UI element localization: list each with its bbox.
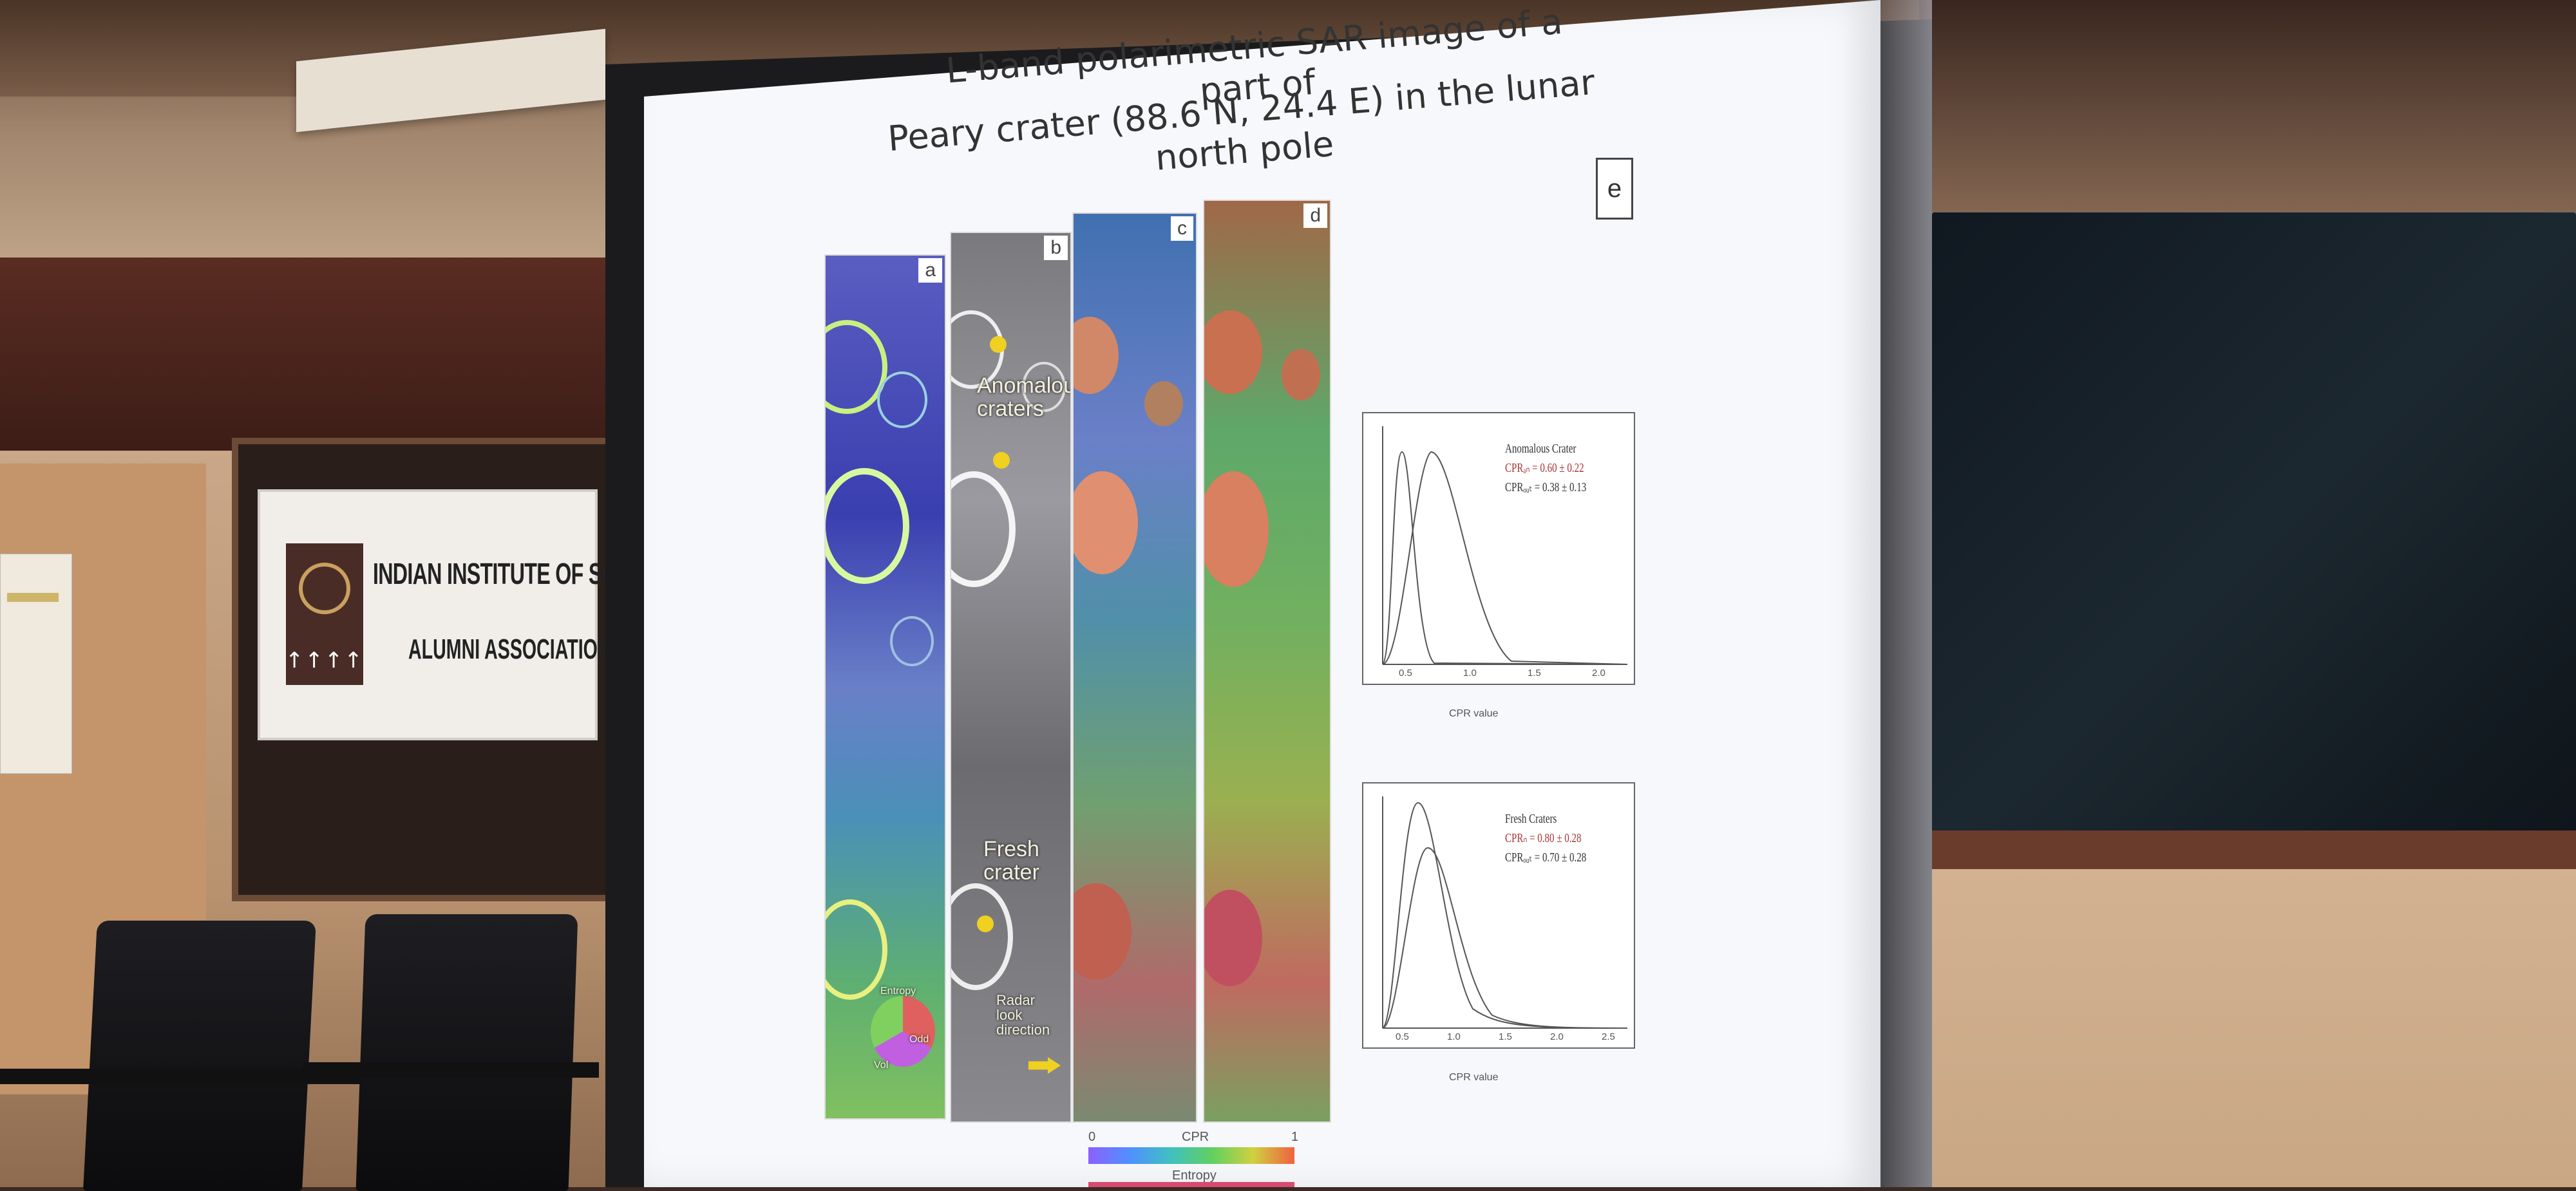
yellow-arrow-icon bbox=[977, 915, 994, 932]
radar-direction-arrow-icon bbox=[1028, 1057, 1061, 1074]
xtick: 2.0 bbox=[1550, 1031, 1564, 1042]
histogram-anomalous: Anomalous Crater CPRₐₙ = 0.60 ± 0.22 CPR… bbox=[1362, 412, 1635, 685]
armrest-right bbox=[303, 1062, 599, 1078]
banner-line-2: ALUMNI ASSOCIATION bbox=[408, 633, 611, 665]
xtick: 0.5 bbox=[1399, 668, 1412, 679]
yellow-arrow-icon bbox=[990, 336, 1007, 353]
posted-paper bbox=[0, 554, 72, 774]
plot-xlabel-bottom: CPR value bbox=[1449, 1072, 1499, 1083]
anomalous-craters-label: Anomalous craters bbox=[977, 373, 1070, 421]
legend-cpr-out-anomalous: CPRₒᵤₜ = 0.38 ± 0.13 bbox=[1505, 480, 1587, 494]
colorbar-max: 1 bbox=[1291, 1130, 1299, 1144]
plot-xlabel-top: CPR value bbox=[1449, 708, 1499, 719]
panel-label-a: a bbox=[918, 258, 942, 283]
colorbar-label-entropy: Entropy bbox=[1172, 1168, 1217, 1183]
histogram-fresh: Fresh Craters CPRₙ = 0.80 ± 0.28 CPRₒᵤₜ … bbox=[1362, 782, 1635, 1049]
sar-panel-a: a Entropy Odd Vol bbox=[824, 254, 946, 1120]
wheel-label-odd: Odd bbox=[909, 1034, 929, 1045]
xtick: 1.5 bbox=[1528, 668, 1541, 679]
screen-edge-shade bbox=[1842, 0, 1932, 1187]
xtick: 1.5 bbox=[1499, 1031, 1512, 1042]
legend-cpr-out-fresh: CPRₒᵤₜ = 0.70 ± 0.28 bbox=[1505, 850, 1587, 865]
plot-title-anomalous: Anomalous Crater bbox=[1505, 442, 1577, 456]
radar-look-direction-label: Radar look direction bbox=[996, 992, 1050, 1038]
legend-cpr-in-fresh: CPRₙ = 0.80 ± 0.28 bbox=[1505, 831, 1582, 845]
histogram-fresh-svg bbox=[1382, 796, 1628, 1029]
legend-cpr-in-anomalous: CPRₐₙ = 0.60 ± 0.22 bbox=[1505, 461, 1584, 475]
sar-panel-b: Anomalous craters Fresh crater Radar loo… bbox=[950, 232, 1072, 1123]
xtick: 2.0 bbox=[1592, 668, 1605, 679]
institute-logo-icon: ↑↑↑↑ bbox=[285, 543, 363, 685]
colorbar-min: 0 bbox=[1088, 1130, 1096, 1144]
armrest-left bbox=[0, 1069, 361, 1084]
cpr-colorbar bbox=[1088, 1147, 1294, 1164]
xtick: 1.0 bbox=[1463, 668, 1477, 679]
yellow-arrow-icon bbox=[993, 452, 1010, 469]
chair-right bbox=[355, 914, 578, 1191]
xtick: 0.5 bbox=[1396, 1031, 1409, 1042]
panel-label-b: b bbox=[1044, 236, 1068, 260]
fresh-crater-label: Fresh crater bbox=[983, 837, 1039, 885]
xtick: 2.5 bbox=[1602, 1031, 1615, 1042]
panel-label-c: c bbox=[1171, 216, 1193, 241]
sar-panel-c: c bbox=[1072, 212, 1197, 1123]
sar-panel-d: d bbox=[1203, 200, 1331, 1123]
blackboard bbox=[1932, 212, 2576, 856]
alumni-banner: ↑↑↑↑ INDIAN INSTITUTE OF SCI ALUMNI ASSO… bbox=[258, 489, 622, 740]
wheel-label-entropy: Entropy bbox=[880, 986, 916, 997]
banner-line-1: INDIAN INSTITUTE OF SCI bbox=[373, 557, 622, 590]
panel-label-d: d bbox=[1303, 203, 1327, 228]
plot-title-fresh: Fresh Craters bbox=[1505, 812, 1557, 826]
xtick: 1.0 bbox=[1447, 1031, 1461, 1042]
wheel-label-vol: Vol bbox=[874, 1060, 889, 1071]
figure-label-e: e bbox=[1596, 158, 1633, 220]
blackboard-ledge bbox=[1932, 830, 2576, 869]
scattering-color-wheel bbox=[871, 996, 935, 1067]
colorbar-label: CPR bbox=[1182, 1130, 1209, 1144]
entropy-colorbar bbox=[1088, 1182, 1294, 1187]
chair-left bbox=[82, 921, 317, 1191]
histogram-anomalous-svg bbox=[1382, 426, 1628, 665]
